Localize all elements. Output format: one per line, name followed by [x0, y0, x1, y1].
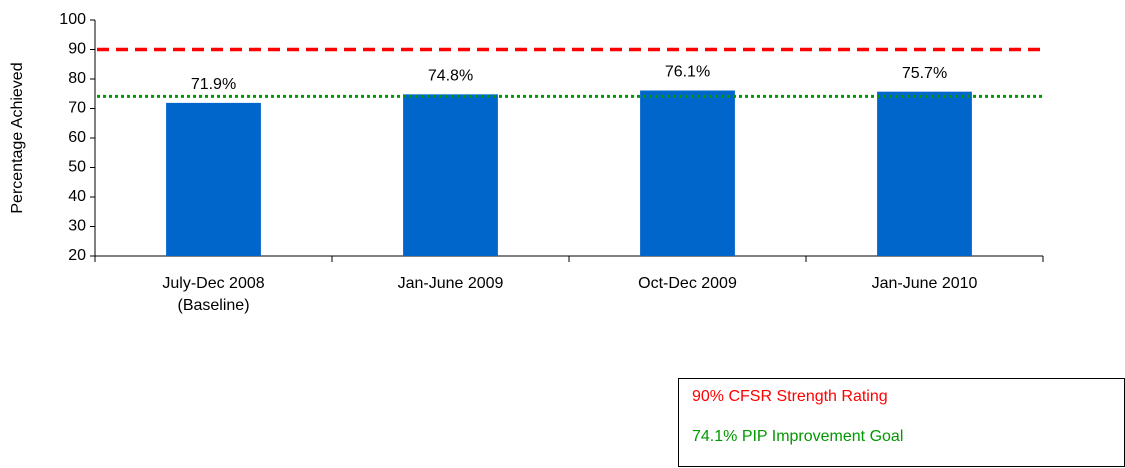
legend-label: 74.1% PIP Improvement Goal	[692, 428, 903, 445]
value-label: 74.8%	[428, 68, 473, 85]
x-tick-label: Oct-Dec 2009	[638, 275, 737, 292]
y-tick-label: 50	[68, 159, 86, 176]
y-tick-label: 40	[68, 188, 86, 205]
y-tick-label: 80	[68, 70, 86, 87]
bar	[640, 90, 735, 256]
value-label: 71.9%	[191, 76, 236, 93]
y-axis-title: Percentage Achieved	[9, 62, 26, 213]
bar	[166, 102, 261, 257]
bar	[403, 94, 498, 256]
x-tick-label: Jan-June 2010	[872, 275, 978, 292]
value-label: 76.1%	[665, 64, 710, 81]
y-tick-label: 100	[59, 11, 86, 28]
x-tick-label: July-Dec 2008 (Baseline)	[162, 275, 264, 314]
y-tick-label: 70	[68, 100, 86, 117]
bar	[877, 91, 972, 256]
y-tick-label: 20	[68, 247, 86, 264]
legend-label: 90% CFSR Strength Rating	[692, 388, 888, 405]
y-tick-label: 30	[68, 218, 86, 235]
y-tick-label: 60	[68, 129, 86, 146]
value-label: 75.7%	[902, 65, 947, 82]
y-tick-label: 90	[68, 41, 86, 58]
x-tick-label: Jan-June 2009	[398, 275, 504, 292]
